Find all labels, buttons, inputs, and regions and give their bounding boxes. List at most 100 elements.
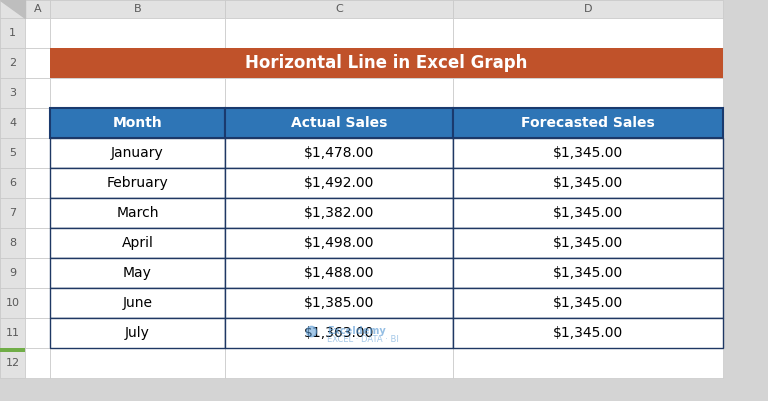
Text: $1,488.00: $1,488.00 bbox=[304, 266, 374, 280]
Bar bbox=[225, 198, 453, 228]
Text: Actual Sales: Actual Sales bbox=[291, 116, 387, 130]
Bar bbox=[225, 318, 453, 348]
Bar bbox=[50, 258, 225, 288]
Bar bbox=[25, 318, 50, 348]
Text: Exceldemy: Exceldemy bbox=[327, 326, 386, 336]
Text: 3: 3 bbox=[9, 88, 16, 98]
Text: Forecasted Sales: Forecasted Sales bbox=[521, 116, 655, 130]
Text: $1,498.00: $1,498.00 bbox=[304, 236, 374, 250]
Bar bbox=[50, 168, 225, 198]
Bar bbox=[225, 348, 453, 378]
Bar bbox=[225, 48, 453, 78]
Text: $1,385.00: $1,385.00 bbox=[304, 296, 374, 310]
Bar bbox=[50, 48, 225, 78]
Bar bbox=[25, 228, 50, 258]
Text: 6: 6 bbox=[9, 178, 16, 188]
Bar bbox=[225, 108, 453, 138]
Text: $1,345.00: $1,345.00 bbox=[553, 146, 623, 160]
Bar bbox=[0, 348, 25, 378]
Text: 8: 8 bbox=[9, 238, 16, 248]
Bar bbox=[453, 198, 723, 228]
Bar bbox=[50, 228, 225, 258]
Bar bbox=[453, 318, 723, 348]
Bar bbox=[0, 318, 25, 348]
Bar bbox=[0, 168, 25, 198]
Bar bbox=[50, 348, 225, 378]
Text: 12: 12 bbox=[5, 358, 19, 368]
Bar bbox=[225, 198, 453, 228]
Text: 10: 10 bbox=[5, 298, 19, 308]
Bar bbox=[50, 0, 225, 18]
Bar bbox=[50, 318, 225, 348]
Bar bbox=[453, 168, 723, 198]
Bar bbox=[0, 258, 25, 288]
Bar bbox=[453, 288, 723, 318]
Polygon shape bbox=[0, 0, 25, 18]
Bar bbox=[453, 228, 723, 258]
Bar bbox=[25, 78, 50, 108]
Text: 4: 4 bbox=[9, 118, 16, 128]
Text: $1,345.00: $1,345.00 bbox=[553, 176, 623, 190]
Bar bbox=[225, 288, 453, 318]
Bar bbox=[25, 288, 50, 318]
Text: February: February bbox=[107, 176, 168, 190]
Text: 7: 7 bbox=[9, 208, 16, 218]
Text: B: B bbox=[134, 4, 141, 14]
Bar bbox=[453, 18, 723, 48]
Bar bbox=[0, 228, 25, 258]
Bar bbox=[25, 0, 50, 18]
Text: 2: 2 bbox=[9, 58, 16, 68]
Bar bbox=[453, 78, 723, 108]
Bar bbox=[25, 108, 50, 138]
Bar bbox=[50, 18, 225, 48]
Bar bbox=[225, 138, 453, 168]
Bar bbox=[50, 168, 225, 198]
Text: June: June bbox=[123, 296, 153, 310]
Bar bbox=[453, 288, 723, 318]
Text: 11: 11 bbox=[5, 328, 19, 338]
Text: Horizontal Line in Excel Graph: Horizontal Line in Excel Graph bbox=[245, 54, 528, 72]
Text: 1: 1 bbox=[9, 28, 16, 38]
Bar bbox=[0, 138, 25, 168]
Text: C: C bbox=[335, 4, 343, 14]
Bar bbox=[225, 258, 453, 288]
Bar bbox=[50, 288, 225, 318]
Bar bbox=[0, 348, 25, 352]
Bar bbox=[453, 318, 723, 348]
Bar bbox=[25, 198, 50, 228]
Bar bbox=[225, 108, 453, 138]
Bar bbox=[453, 348, 723, 378]
Bar bbox=[225, 228, 453, 258]
Bar bbox=[50, 258, 225, 288]
Text: D: D bbox=[584, 4, 592, 14]
Bar bbox=[50, 108, 225, 138]
Text: $1,382.00: $1,382.00 bbox=[304, 206, 374, 220]
Bar bbox=[225, 18, 453, 48]
Bar bbox=[25, 348, 50, 378]
Bar bbox=[453, 258, 723, 288]
Text: $1,345.00: $1,345.00 bbox=[553, 236, 623, 250]
Bar bbox=[50, 138, 225, 168]
Bar bbox=[50, 198, 225, 228]
Text: $1,345.00: $1,345.00 bbox=[553, 266, 623, 280]
Text: A: A bbox=[34, 4, 41, 14]
Text: July: July bbox=[125, 326, 150, 340]
Bar bbox=[453, 108, 723, 138]
Bar bbox=[453, 198, 723, 228]
Bar bbox=[0, 0, 25, 18]
Text: $1,478.00: $1,478.00 bbox=[304, 146, 374, 160]
Bar bbox=[0, 108, 25, 138]
Bar bbox=[453, 228, 723, 258]
Bar bbox=[0, 48, 25, 78]
Text: $1,345.00: $1,345.00 bbox=[553, 296, 623, 310]
Text: $1,345.00: $1,345.00 bbox=[553, 326, 623, 340]
Bar bbox=[225, 168, 453, 198]
Bar bbox=[50, 78, 225, 108]
Bar bbox=[25, 18, 50, 48]
Bar bbox=[225, 228, 453, 258]
Bar bbox=[25, 168, 50, 198]
Bar bbox=[0, 78, 25, 108]
Text: 5: 5 bbox=[9, 148, 16, 158]
Bar bbox=[225, 138, 453, 168]
Bar bbox=[25, 48, 50, 78]
